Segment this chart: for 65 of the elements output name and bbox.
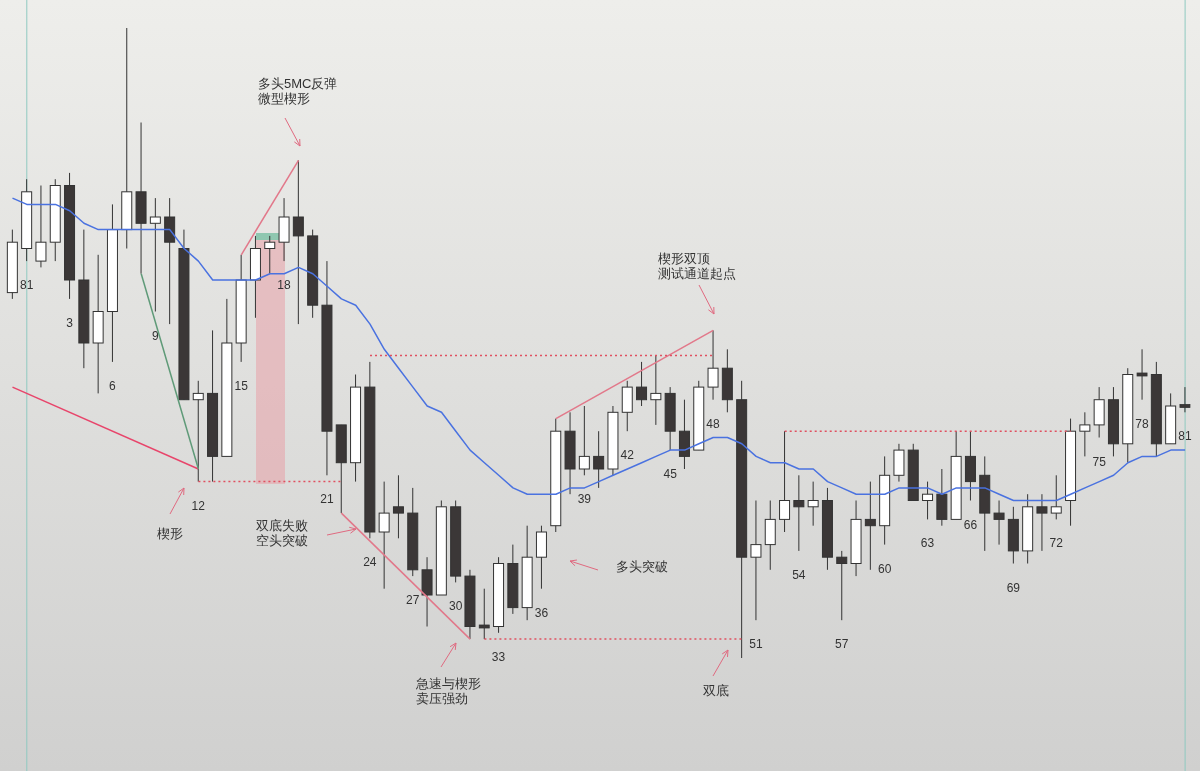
- x-tick-label: 33: [491, 649, 506, 664]
- x-tick-label: 39: [577, 492, 592, 507]
- candlestick: [1050, 474, 1062, 520]
- candlestick: [779, 430, 791, 533]
- candlestick: [378, 481, 390, 590]
- candlestick: [578, 405, 590, 476]
- annotation: 多头5MC反弹: [258, 76, 338, 91]
- text: 双底: [703, 683, 729, 698]
- annotation: 微型楔形: [258, 91, 310, 106]
- text: 急速与楔形: [416, 676, 481, 691]
- x-tick-label: 54: [792, 567, 806, 582]
- x-tick-label: 63: [920, 536, 935, 551]
- annotation: 双底失败: [256, 518, 308, 533]
- x-tick-label: 30: [448, 599, 463, 614]
- candlestick: [836, 550, 848, 621]
- candlestick: [650, 355, 662, 426]
- x-tick-label: 6: [109, 378, 117, 393]
- candlestick: [149, 197, 161, 312]
- x-tick-label: 81: [1178, 429, 1192, 444]
- candlestick: [593, 430, 605, 489]
- x-tick-label: 18: [277, 278, 292, 293]
- x-tick-label: 21: [320, 492, 334, 507]
- candlestick: [1136, 348, 1148, 401]
- candlestick: [864, 481, 876, 571]
- x-tick-label: 78: [1135, 416, 1150, 431]
- candlestick: [392, 474, 404, 539]
- annotation: 测试通道起点: [658, 266, 736, 281]
- candlestick: [922, 481, 934, 520]
- x-tick-label: 3: [66, 315, 74, 330]
- x-tick-label: 48: [706, 416, 721, 431]
- x-tick-label: 51: [749, 637, 763, 652]
- candlestick: [807, 481, 819, 527]
- candlestick: [1179, 386, 1191, 413]
- x-tick-label: 69: [1006, 580, 1021, 595]
- x-tick-label: 72: [1049, 536, 1064, 551]
- annotation: 多头突破: [616, 559, 668, 574]
- annotation: 楔形: [157, 526, 183, 541]
- candlestick: [636, 361, 648, 407]
- x-tick-label: 12: [191, 498, 206, 513]
- text: 卖压强劲: [416, 691, 468, 706]
- x-tick-label: 9: [152, 328, 160, 343]
- candlestick: [478, 588, 490, 640]
- x-tick-label: 60: [877, 561, 892, 576]
- x-tick-label: 66: [963, 517, 978, 532]
- x-tick-label: 15: [234, 378, 249, 393]
- annotation: 楔形双顶: [658, 251, 710, 266]
- candlestick: [192, 380, 204, 483]
- x-tick-label: 57: [835, 637, 849, 652]
- candlestick: [1079, 411, 1091, 457]
- x-tick-label: 81: [19, 278, 34, 293]
- candlestick: [1036, 493, 1048, 552]
- candlestick: [707, 329, 719, 401]
- x-tick-label: 75: [1092, 454, 1107, 469]
- candlestick: [793, 474, 805, 552]
- candlestick: [264, 235, 276, 275]
- x-tick-label: 45: [663, 467, 678, 482]
- candlestick: [292, 159, 304, 325]
- candlestick: [750, 500, 762, 621]
- x-tick-label: 24: [363, 555, 377, 570]
- x-tick-label: 42: [620, 448, 635, 463]
- x-tick-label: 27: [406, 593, 420, 608]
- annotation: 空头突破: [256, 533, 308, 548]
- x-tick-label: 36: [534, 605, 549, 620]
- candlestick: [993, 500, 1005, 546]
- candlestick: [35, 185, 47, 268]
